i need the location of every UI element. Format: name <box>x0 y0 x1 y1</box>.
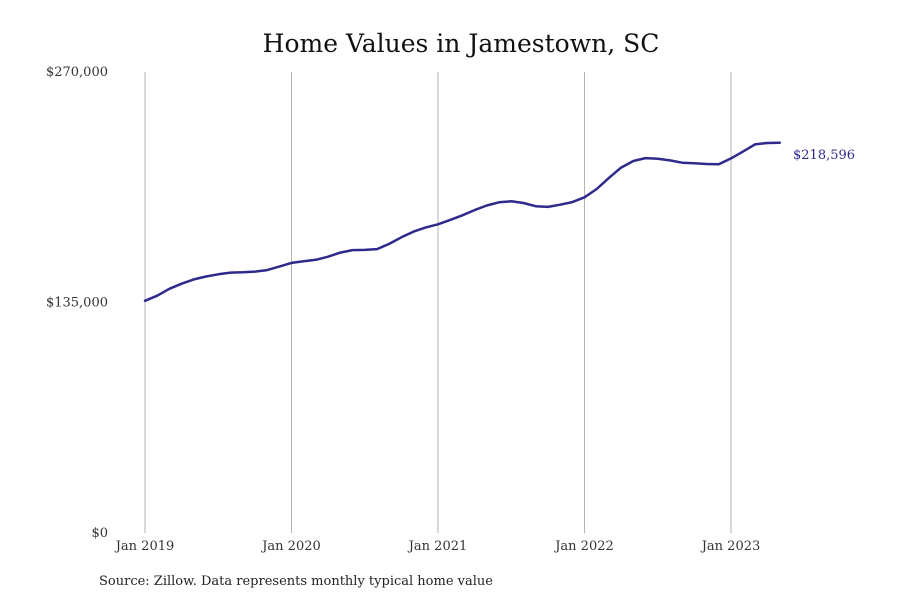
source-note: Source: Zillow. Data represents monthly … <box>99 574 493 589</box>
y-tick-label: $135,000 <box>46 296 108 311</box>
y-tick-label: $0 <box>91 526 108 541</box>
chart-title: Home Values in Jamestown, SC <box>263 29 660 58</box>
gridlines <box>144 72 732 533</box>
x-axis-tick-labels: Jan 2019 Jan 2020 Jan 2021 Jan 2022 Jan 2023 <box>114 539 761 554</box>
x-tick-label: Jan 2022 <box>553 539 614 554</box>
latest-value-label: $218,596 <box>793 148 855 163</box>
series-layer <box>143 141 782 303</box>
y-axis-tick-labels: $0 $135,000 $270,000 <box>46 65 108 541</box>
x-tick-label: Jan 2019 <box>114 539 175 554</box>
x-tick-label: Jan 2020 <box>260 539 321 554</box>
x-tick-label: Jan 2021 <box>407 539 468 554</box>
y-tick-label: $270,000 <box>46 65 108 80</box>
x-tick-label: Jan 2023 <box>700 539 761 554</box>
series-line <box>143 141 782 303</box>
